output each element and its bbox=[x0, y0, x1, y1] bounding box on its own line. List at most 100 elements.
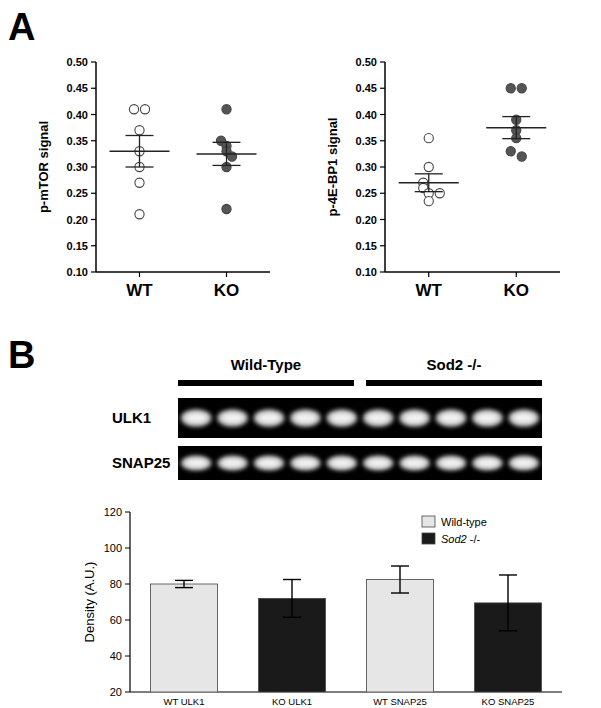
y-tick-label: 0.15 bbox=[356, 240, 377, 252]
y-tick-label: 0.45 bbox=[356, 82, 377, 94]
x-axis bbox=[96, 271, 270, 273]
y-axis-title: p-4E-BP1 signal bbox=[325, 118, 340, 217]
band-core bbox=[404, 459, 426, 467]
band-core bbox=[440, 459, 462, 467]
y-tick-label: 60 bbox=[110, 614, 122, 626]
marks bbox=[399, 84, 547, 206]
error-cap bbox=[391, 592, 409, 593]
y-tick bbox=[91, 245, 96, 246]
x-axis bbox=[385, 271, 560, 273]
y-tick bbox=[91, 114, 96, 115]
x-tick bbox=[516, 272, 517, 277]
blot-strip bbox=[178, 446, 542, 480]
dot-plot: 0.100.150.200.250.300.350.400.450.50p-mT… bbox=[36, 56, 270, 300]
point bbox=[222, 105, 231, 114]
point bbox=[517, 84, 526, 93]
y-tick-label: 80 bbox=[110, 578, 122, 590]
error-bar bbox=[213, 142, 241, 165]
y-tick bbox=[380, 193, 385, 194]
error-cap bbox=[213, 165, 241, 166]
y-tick-label: 0.20 bbox=[67, 214, 88, 226]
band bbox=[254, 456, 285, 471]
y-tick-label: 0.10 bbox=[67, 266, 88, 278]
y-tick-label: 0.50 bbox=[67, 56, 88, 68]
error-cap bbox=[283, 617, 301, 618]
group-label: Wild-Type bbox=[231, 356, 301, 373]
point bbox=[129, 105, 138, 114]
legend-label-part: Sod2 bbox=[441, 533, 467, 545]
y-tick bbox=[125, 620, 130, 621]
error-stem bbox=[428, 174, 429, 192]
band bbox=[436, 456, 467, 471]
y-tick-label: 0.15 bbox=[67, 240, 88, 252]
error-stem bbox=[516, 117, 517, 139]
band bbox=[399, 409, 430, 427]
point bbox=[424, 162, 433, 171]
y-tick-label: 0.25 bbox=[67, 187, 88, 199]
band-core bbox=[331, 459, 353, 467]
band bbox=[509, 456, 540, 471]
band-core bbox=[222, 459, 244, 467]
blot: Wild-TypeSod2 -/-ULK1SNAP25 bbox=[112, 356, 542, 480]
y-tick-label: 0.10 bbox=[356, 266, 377, 278]
legend: Wild-typeSod2 -/- bbox=[422, 516, 487, 545]
x-tick-label: KO SNAP25 bbox=[482, 696, 535, 707]
bar-chart: 20406080100120Density (A.U.)WT ULK1KO UL… bbox=[82, 506, 562, 707]
band-core bbox=[476, 459, 498, 467]
y-tick bbox=[380, 245, 385, 246]
error-stem bbox=[139, 136, 140, 168]
error-bar bbox=[499, 575, 517, 631]
point bbox=[222, 204, 231, 213]
point bbox=[506, 147, 515, 156]
y-tick-label: 20 bbox=[110, 686, 122, 698]
x-tick-label: WT bbox=[416, 281, 443, 300]
band-core bbox=[404, 413, 426, 423]
y-tick bbox=[125, 512, 130, 513]
error-cap bbox=[391, 565, 409, 566]
band bbox=[363, 409, 394, 427]
group-bar bbox=[178, 380, 354, 386]
error-cap bbox=[175, 587, 193, 588]
band bbox=[327, 456, 358, 471]
group-label: Sod2 -/- bbox=[427, 356, 482, 373]
legend-label-part: -/- bbox=[467, 533, 481, 545]
background bbox=[0, 0, 601, 708]
group-bar bbox=[366, 380, 542, 386]
band-core bbox=[222, 413, 244, 423]
x-tick-label: WT SNAP25 bbox=[373, 696, 427, 707]
y-tick bbox=[125, 548, 130, 549]
y-tick bbox=[380, 166, 385, 167]
legend-swatch bbox=[422, 533, 435, 544]
bars bbox=[151, 580, 542, 693]
point bbox=[424, 134, 433, 143]
y-tick-label: 0.35 bbox=[356, 135, 377, 147]
error-bars bbox=[175, 566, 517, 631]
error-bar bbox=[502, 117, 530, 139]
band bbox=[181, 456, 212, 471]
error-cap bbox=[502, 116, 530, 117]
y-tick bbox=[380, 219, 385, 220]
row-label: SNAP25 bbox=[112, 454, 170, 471]
dot-plot: 0.100.150.200.250.300.350.400.450.50p-4E… bbox=[325, 56, 560, 300]
error-cap bbox=[415, 191, 443, 192]
error-cap bbox=[175, 580, 193, 581]
point bbox=[135, 210, 144, 219]
marks bbox=[110, 105, 257, 219]
band-core bbox=[513, 413, 535, 423]
legend-label: Sod2 -/- bbox=[441, 533, 480, 545]
error-cap bbox=[126, 166, 154, 167]
y-tick-label: 0.30 bbox=[356, 161, 377, 173]
y-tick bbox=[91, 166, 96, 167]
y-tick-label: 0.45 bbox=[67, 82, 88, 94]
bar bbox=[367, 580, 434, 693]
point bbox=[135, 126, 144, 135]
y-axis-title: p-mTOR signal bbox=[36, 121, 51, 213]
y-tick-label: 0.30 bbox=[67, 161, 88, 173]
band-core bbox=[331, 413, 353, 423]
error-bar bbox=[175, 580, 193, 587]
x-tick bbox=[226, 272, 227, 277]
y-tick bbox=[91, 219, 96, 220]
error-bar bbox=[391, 566, 409, 593]
y-tick-label: 0.20 bbox=[356, 214, 377, 226]
y-tick-label: 0.25 bbox=[356, 187, 377, 199]
